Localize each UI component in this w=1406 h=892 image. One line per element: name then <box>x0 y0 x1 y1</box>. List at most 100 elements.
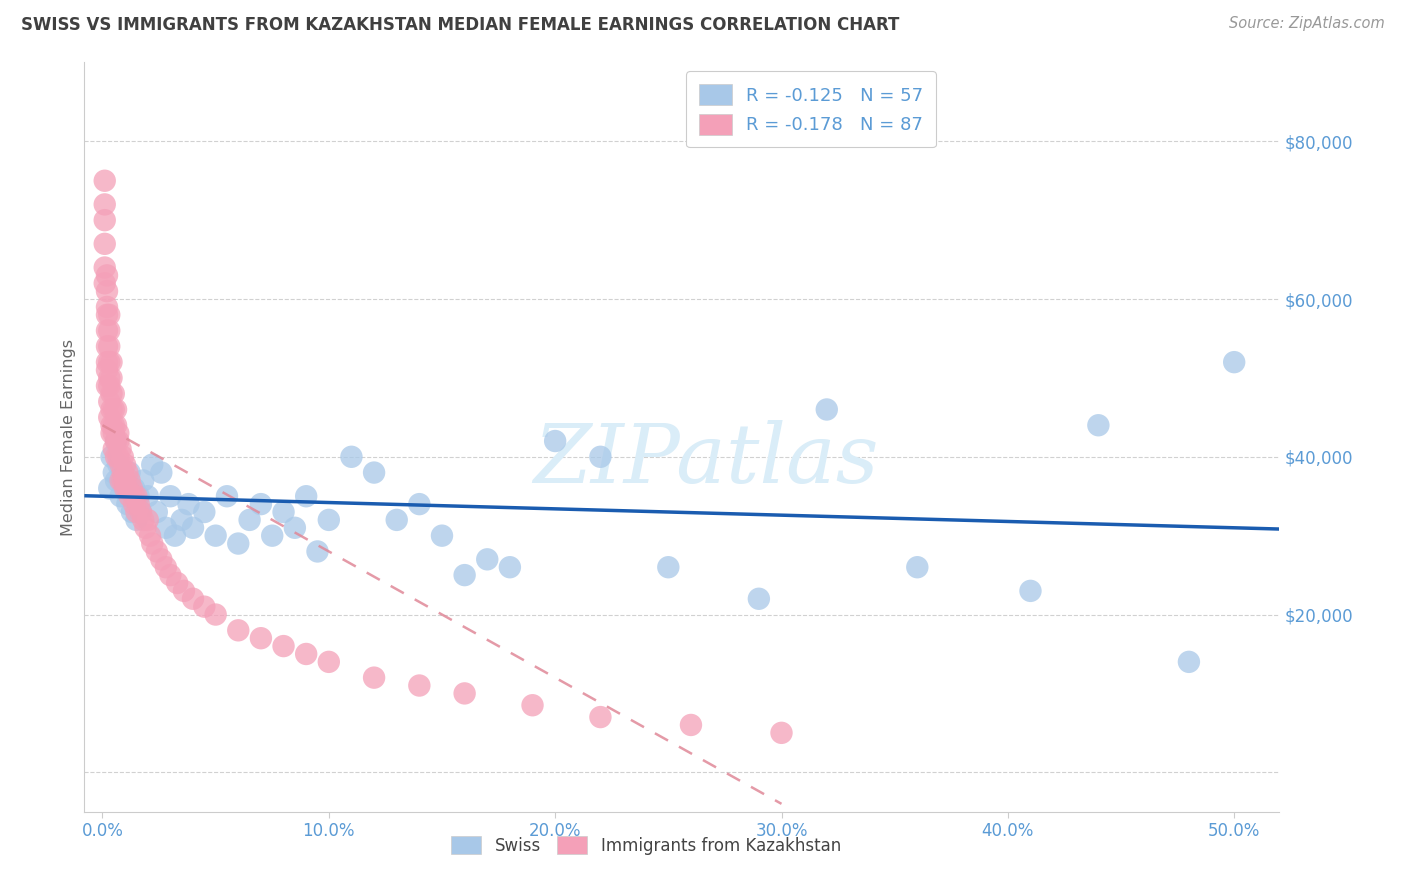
Point <box>408 679 430 693</box>
Point <box>100 450 122 464</box>
Point <box>103 426 125 441</box>
Point <box>1087 418 1109 433</box>
Point <box>93 260 115 275</box>
Point <box>150 466 173 480</box>
Point <box>107 458 129 472</box>
Point <box>544 434 567 448</box>
Point <box>146 544 169 558</box>
Point <box>107 426 129 441</box>
Point <box>110 458 132 472</box>
Point <box>453 568 475 582</box>
Point <box>128 497 150 511</box>
Point <box>110 489 132 503</box>
Point <box>103 442 125 456</box>
Point <box>111 450 134 464</box>
Point <box>307 544 329 558</box>
Point <box>105 402 128 417</box>
Point <box>129 505 152 519</box>
Point <box>363 671 385 685</box>
Point <box>118 489 141 503</box>
Point <box>96 308 118 322</box>
Point <box>132 474 155 488</box>
Point <box>93 213 115 227</box>
Point <box>1178 655 1201 669</box>
Point <box>121 505 143 519</box>
Point <box>100 386 122 401</box>
Point <box>96 355 118 369</box>
Point <box>150 552 173 566</box>
Point <box>117 466 139 480</box>
Point <box>905 560 928 574</box>
Point <box>114 481 136 495</box>
Y-axis label: Median Female Earnings: Median Female Earnings <box>60 339 76 535</box>
Point <box>141 458 163 472</box>
Point <box>159 568 181 582</box>
Text: SWISS VS IMMIGRANTS FROM KAZAKHSTAN MEDIAN FEMALE EARNINGS CORRELATION CHART: SWISS VS IMMIGRANTS FROM KAZAKHSTAN MEDI… <box>21 16 900 34</box>
Point <box>114 481 136 495</box>
Point <box>363 466 385 480</box>
Point <box>453 686 475 700</box>
Point <box>105 474 128 488</box>
Point <box>155 560 177 574</box>
Point <box>107 434 129 448</box>
Point <box>122 481 145 495</box>
Point <box>163 529 186 543</box>
Point <box>204 607 226 622</box>
Point <box>125 513 148 527</box>
Point <box>499 560 522 574</box>
Text: Source: ZipAtlas.com: Source: ZipAtlas.com <box>1229 16 1385 31</box>
Point <box>215 489 238 503</box>
Point <box>107 450 129 464</box>
Point <box>134 521 156 535</box>
Point <box>98 308 121 322</box>
Point <box>177 497 200 511</box>
Point <box>93 197 115 211</box>
Point <box>132 513 155 527</box>
Point <box>226 536 249 550</box>
Point <box>100 355 122 369</box>
Point <box>125 489 148 503</box>
Point <box>1019 583 1042 598</box>
Point <box>103 418 125 433</box>
Point <box>117 497 139 511</box>
Point <box>100 402 122 417</box>
Point <box>100 371 122 385</box>
Point <box>122 489 145 503</box>
Point <box>98 355 121 369</box>
Point <box>93 277 115 291</box>
Point <box>98 339 121 353</box>
Point <box>98 324 121 338</box>
Point <box>657 560 679 574</box>
Point <box>159 489 181 503</box>
Point <box>111 474 134 488</box>
Point <box>93 174 115 188</box>
Point <box>340 450 363 464</box>
Point <box>125 505 148 519</box>
Point <box>318 513 340 527</box>
Point <box>111 466 134 480</box>
Point <box>105 434 128 448</box>
Point <box>522 698 544 713</box>
Point <box>239 513 262 527</box>
Point <box>105 418 128 433</box>
Point <box>193 505 215 519</box>
Point <box>98 371 121 385</box>
Point <box>385 513 408 527</box>
Point <box>318 655 340 669</box>
Point <box>96 379 118 393</box>
Point <box>204 529 226 543</box>
Point <box>96 339 118 353</box>
Point <box>181 591 204 606</box>
Point <box>295 489 318 503</box>
Point <box>170 513 193 527</box>
Point <box>139 529 162 543</box>
Point <box>98 410 121 425</box>
Point <box>295 647 318 661</box>
Point <box>477 552 499 566</box>
Point <box>100 426 122 441</box>
Point <box>96 324 118 338</box>
Point <box>114 474 136 488</box>
Point <box>770 726 793 740</box>
Point <box>166 576 188 591</box>
Point <box>118 474 141 488</box>
